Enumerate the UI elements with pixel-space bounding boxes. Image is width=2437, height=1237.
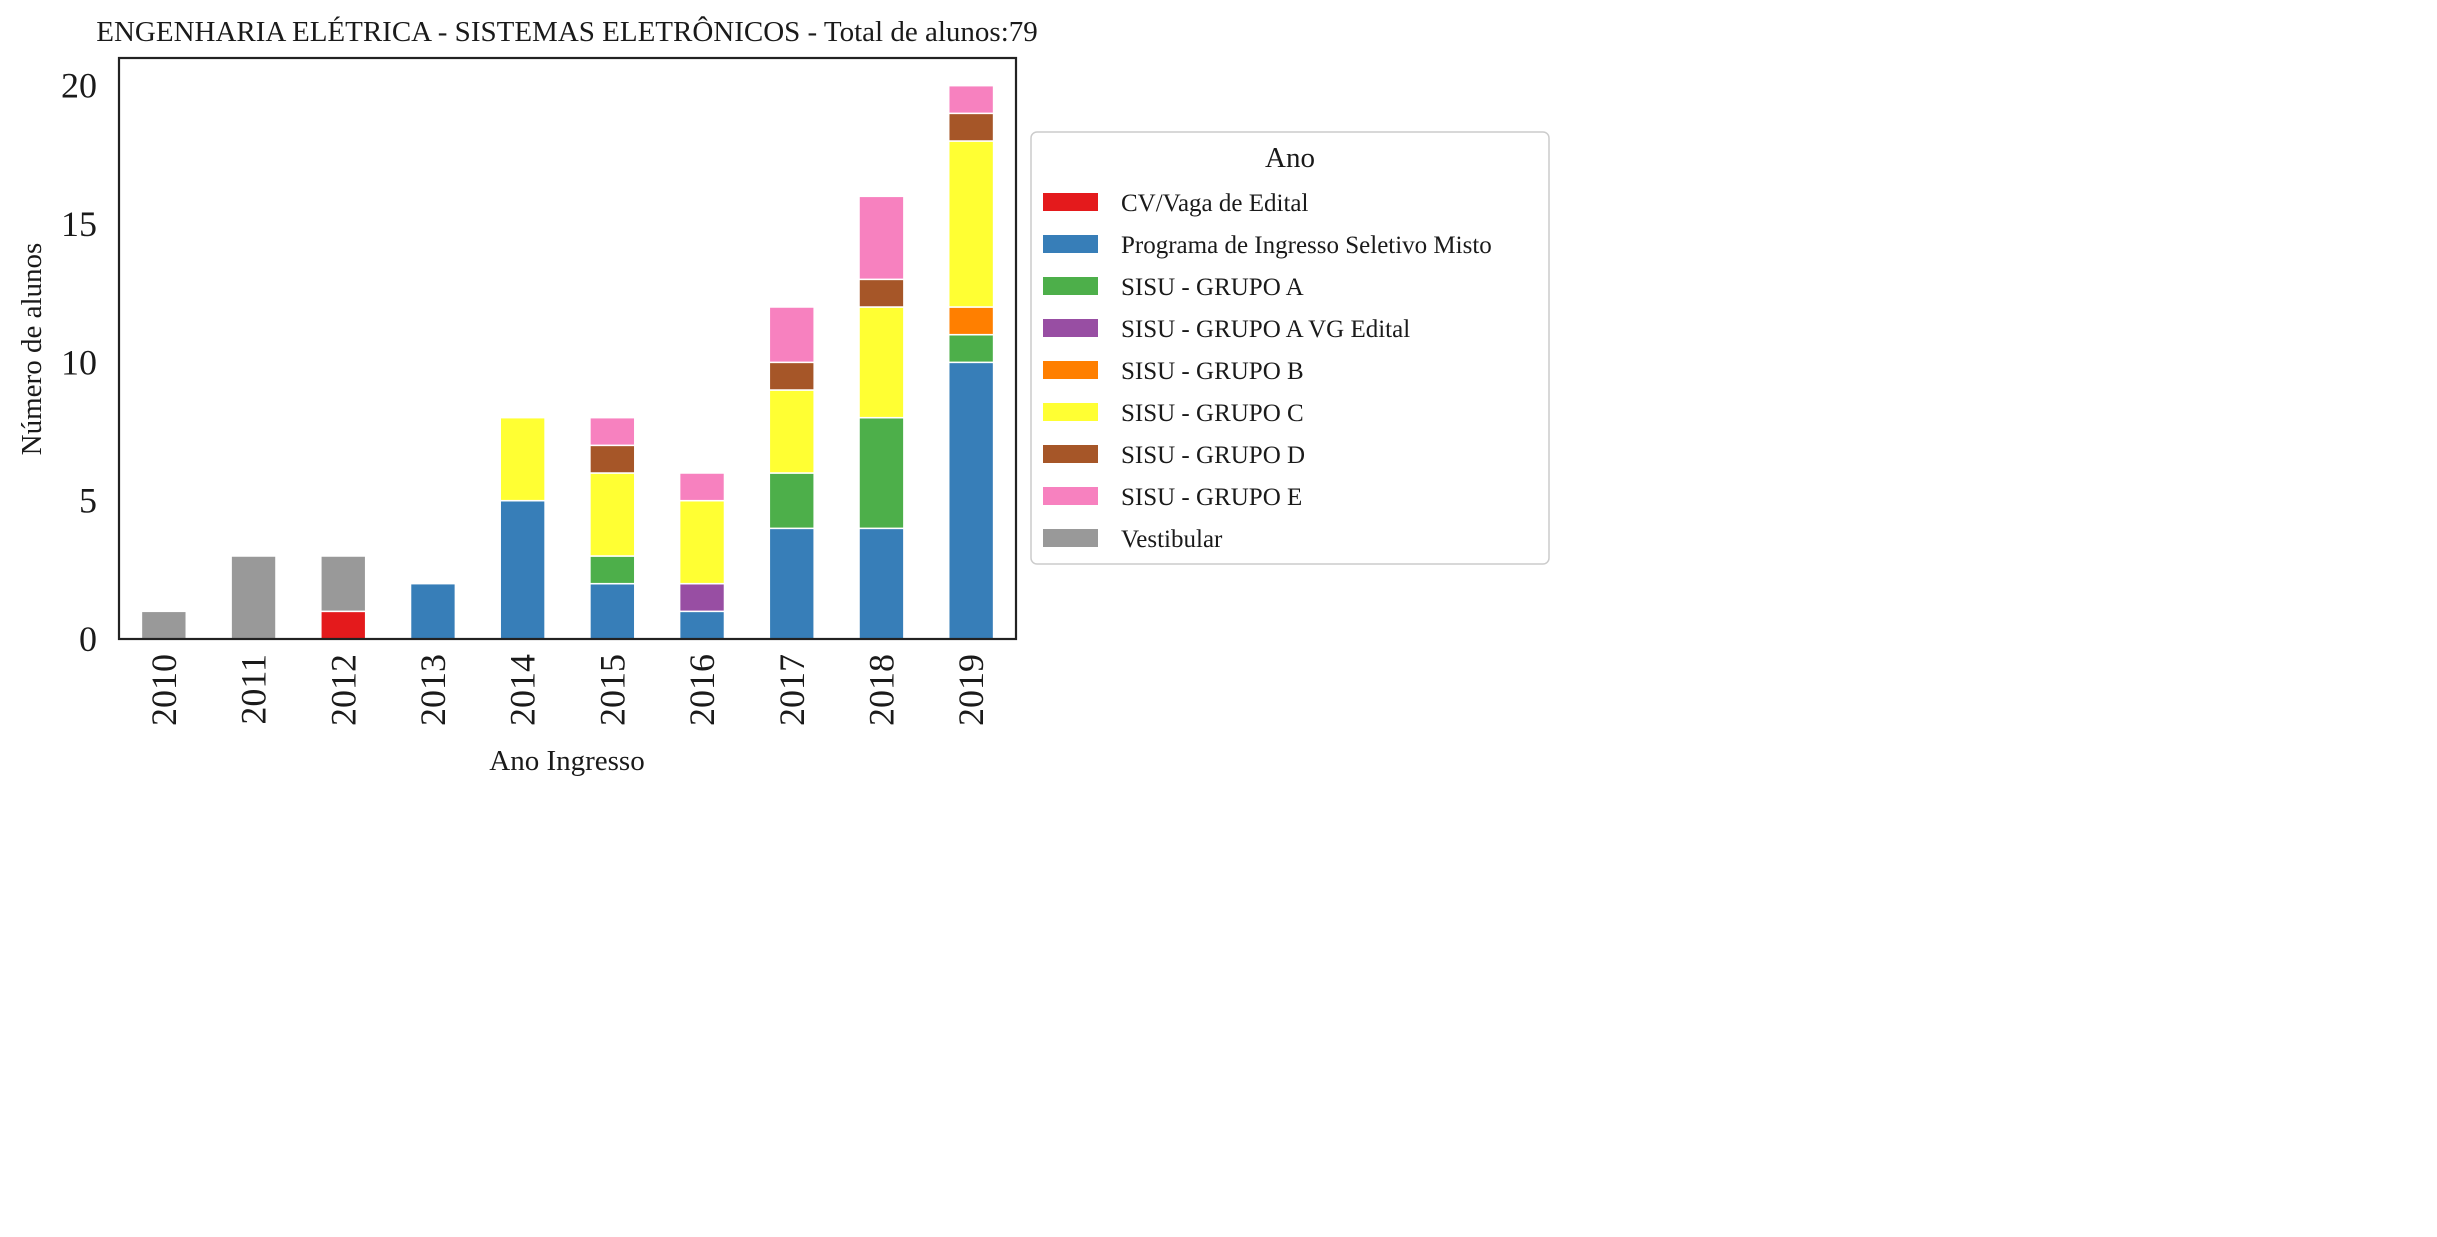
legend-swatch-8 bbox=[1043, 529, 1098, 547]
legend-swatch-4 bbox=[1043, 361, 1098, 379]
x-tick-2011: 2011 bbox=[234, 654, 274, 725]
bar-segment-2012-8 bbox=[320, 555, 367, 613]
y-axis-label: Número de alunos bbox=[16, 243, 48, 456]
bar-segment-2014-1 bbox=[499, 499, 546, 640]
bar-segment-2018-1 bbox=[858, 527, 905, 640]
legend-swatch-1 bbox=[1043, 235, 1098, 253]
legend-label-7: SISU - GRUPO E bbox=[1121, 484, 1302, 511]
bar-segment-2012-0 bbox=[320, 610, 367, 640]
legend-label-1: Programa de Ingresso Seletivo Misto bbox=[1121, 232, 1492, 259]
bar-segment-2019-1 bbox=[947, 361, 995, 640]
y-tick-5: 5 bbox=[79, 481, 97, 521]
bar-segment-2018-5 bbox=[858, 306, 905, 419]
bar-segment-2016-3 bbox=[678, 582, 726, 613]
bar-segment-2014-5 bbox=[499, 416, 546, 502]
x-tick-2013: 2013 bbox=[413, 654, 453, 726]
legend-swatch-2 bbox=[1043, 277, 1098, 295]
bar-segment-2018-6 bbox=[858, 278, 905, 308]
bar-segment-2016-5 bbox=[678, 499, 726, 585]
bar-segment-2015-2 bbox=[589, 555, 636, 585]
bar-segment-2015-5 bbox=[589, 472, 636, 557]
bar-segment-2015-6 bbox=[589, 444, 636, 474]
plot-frame bbox=[117, 56, 1018, 641]
legend-swatch-6 bbox=[1043, 445, 1098, 463]
y-tick-15: 15 bbox=[61, 204, 97, 244]
bar-segment-2015-1 bbox=[589, 582, 636, 640]
x-tick-2015: 2015 bbox=[592, 654, 632, 726]
bar-segment-2011-8 bbox=[230, 555, 277, 640]
bar-segment-2017-7 bbox=[768, 306, 815, 364]
bar-segment-2010-8 bbox=[140, 610, 188, 640]
x-tick-2018: 2018 bbox=[861, 654, 901, 726]
x-tick-2019: 2019 bbox=[951, 654, 991, 726]
stacked-bar-chart: ENGENHARIA ELÉTRICA - SISTEMAS ELETRÔNIC… bbox=[16, 15, 1550, 777]
legend: Ano CV/Vaga de Edital Programa de Ingress… bbox=[1030, 131, 1550, 565]
x-tick-2014: 2014 bbox=[503, 654, 543, 726]
bar-segment-2019-5 bbox=[947, 140, 995, 308]
bar-segment-2017-5 bbox=[768, 389, 815, 474]
x-tick-2017: 2017 bbox=[772, 654, 812, 726]
x-tick-labels: 2010 2011 2012 2013 2014 2015 2016 2017 2018 2019 bbox=[144, 654, 991, 726]
y-tick-20: 20 bbox=[61, 66, 97, 106]
bar-segment-2017-1 bbox=[768, 527, 815, 640]
bar-segment-2016-1 bbox=[678, 610, 726, 640]
bar-segment-2017-6 bbox=[768, 361, 815, 391]
legend-title: Ano bbox=[1265, 142, 1315, 174]
legend-swatch-5 bbox=[1043, 403, 1098, 421]
x-tick-2016: 2016 bbox=[682, 654, 722, 726]
legend-label-5: SISU - GRUPO C bbox=[1121, 400, 1304, 427]
bar-segment-2013-1 bbox=[409, 582, 457, 640]
legend-label-3: SISU - GRUPO A VG Edital bbox=[1121, 316, 1410, 343]
y-tick-0: 0 bbox=[79, 619, 97, 659]
bar-segment-2018-7 bbox=[858, 195, 905, 281]
legend-items: CV/Vaga de Edital Programa de Ingresso Se… bbox=[1043, 190, 1492, 553]
legend-swatch-7 bbox=[1043, 487, 1098, 505]
chart-title: ENGENHARIA ELÉTRICA - SISTEMAS ELETRÔNIC… bbox=[96, 15, 1038, 48]
legend-swatch-0 bbox=[1043, 193, 1098, 211]
bar-segment-2019-7 bbox=[947, 84, 995, 115]
bar-segment-2019-4 bbox=[947, 306, 995, 336]
bar-segment-2015-7 bbox=[589, 416, 636, 447]
y-tick-labels: 0 5 10 15 20 bbox=[61, 66, 97, 659]
x-tick-2012: 2012 bbox=[323, 654, 363, 726]
bar-segment-2017-2 bbox=[768, 472, 815, 530]
bar-segment-2016-7 bbox=[678, 472, 726, 502]
y-tick-10: 10 bbox=[61, 342, 97, 382]
bars-layer bbox=[140, 84, 995, 640]
x-tick-2010: 2010 bbox=[144, 654, 184, 726]
legend-label-4: SISU - GRUPO B bbox=[1121, 358, 1304, 385]
legend-label-2: SISU - GRUPO A bbox=[1121, 274, 1304, 301]
x-axis-label: Ano Ingresso bbox=[489, 745, 644, 777]
legend-label-0: CV/Vaga de Edital bbox=[1121, 190, 1309, 217]
bar-segment-2019-6 bbox=[947, 112, 995, 142]
legend-label-8: Vestibular bbox=[1121, 526, 1223, 553]
bar-segment-2019-2 bbox=[947, 333, 995, 364]
legend-frame bbox=[1030, 131, 1550, 565]
legend-label-6: SISU - GRUPO D bbox=[1121, 442, 1305, 469]
legend-swatch-3 bbox=[1043, 319, 1098, 337]
bar-segment-2018-2 bbox=[858, 416, 905, 530]
